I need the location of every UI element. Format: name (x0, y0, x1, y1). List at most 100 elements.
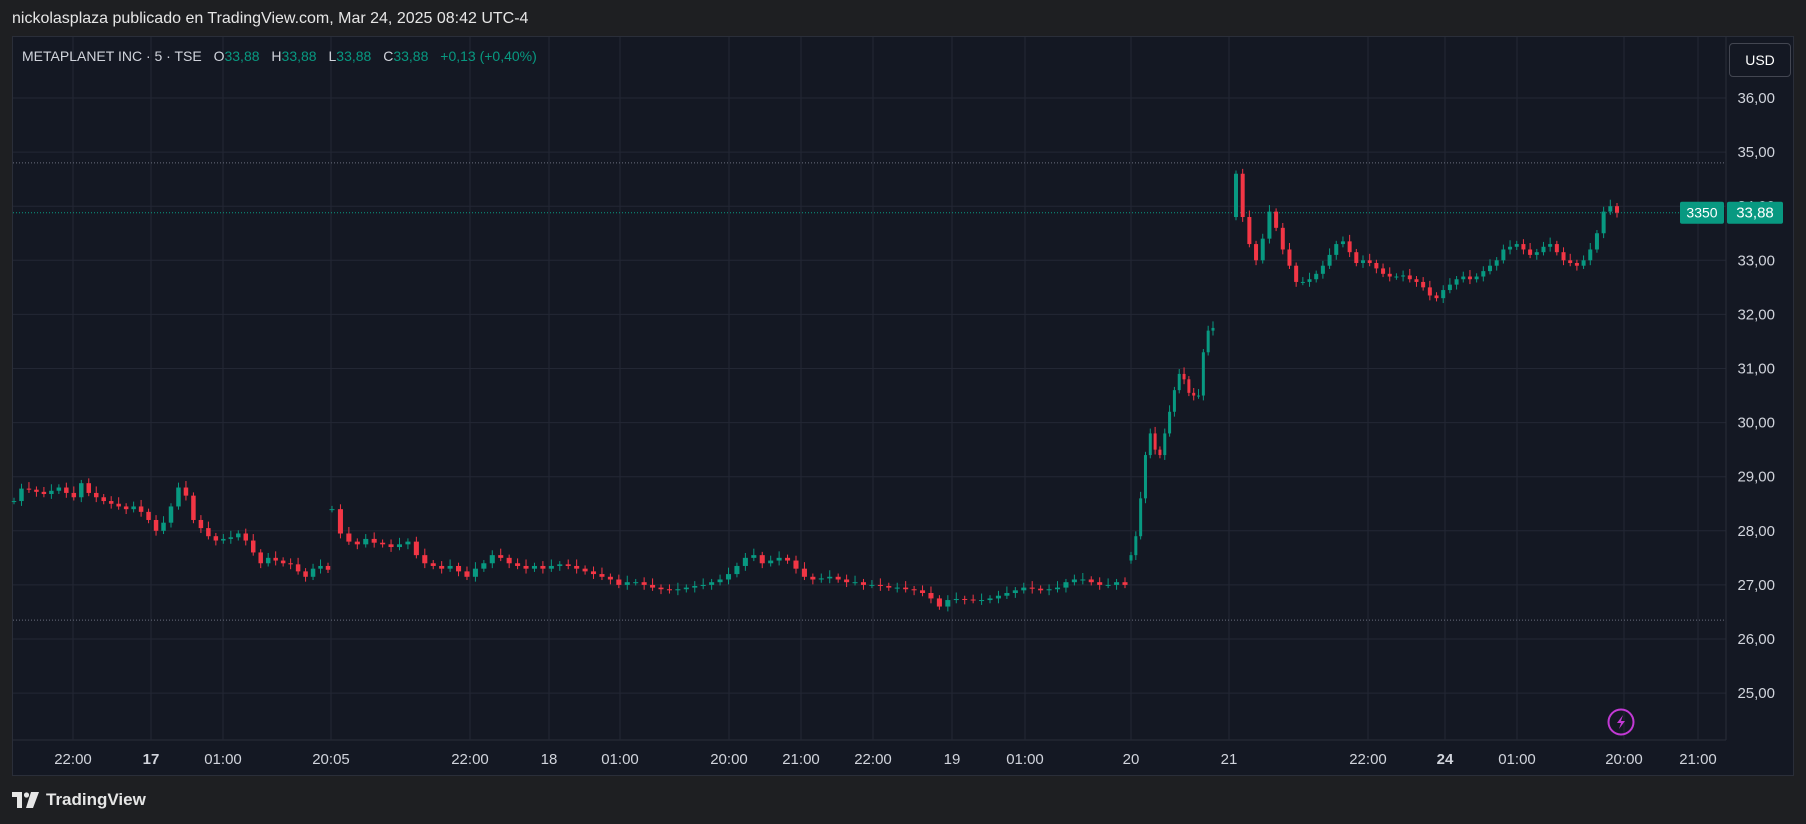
x-tick-label: 21:00 (782, 751, 820, 768)
y-tick-label: 32,00 (1737, 306, 1775, 323)
candle-body (183, 487, 189, 496)
y-tick-label: 26,00 (1737, 631, 1775, 648)
lightning-icon[interactable] (1607, 708, 1635, 736)
candle-body (877, 584, 883, 586)
candle-body (590, 571, 597, 575)
candle-body (928, 593, 934, 599)
candle-body (734, 565, 740, 575)
change-value: +0,13 (+0,40%) (440, 48, 537, 64)
candle-body (1148, 433, 1152, 456)
candle-body (1071, 579, 1077, 583)
candle-body (1487, 265, 1493, 272)
candle-body (472, 568, 478, 577)
x-tick-label: 24 (1437, 751, 1454, 768)
candle-body (1354, 252, 1359, 264)
candle-body (191, 495, 196, 520)
x-tick-label: 22:00 (854, 751, 892, 768)
x-tick-label: 22:00 (1349, 751, 1387, 768)
high-value: 33,88 (281, 48, 317, 64)
y-tick-label: 31,00 (1737, 361, 1775, 378)
candle-body (810, 576, 816, 580)
currency-button[interactable]: USD (1729, 43, 1791, 77)
candle-body (970, 599, 976, 601)
candle-body (1158, 449, 1162, 456)
candle-body (1172, 390, 1176, 412)
candle-body (565, 564, 571, 566)
candle-body (945, 600, 951, 607)
candle-body (1054, 587, 1061, 590)
candle-body (1347, 241, 1352, 253)
candle-body (1240, 173, 1245, 218)
candle-body (818, 578, 824, 580)
x-tick-label: 01:00 (1006, 751, 1044, 768)
time-axis: 22:00 17 01:00 20:05 22:00 18 01:00 20:00 21:00 2… (54, 751, 1717, 768)
candle-body (153, 519, 159, 531)
candle-body (1029, 587, 1035, 589)
candles (11, 168, 1620, 612)
candle-body (540, 565, 546, 569)
x-tick-label: 20:00 (1605, 751, 1643, 768)
x-tick-label: 18 (541, 751, 558, 768)
candle-body (464, 571, 470, 577)
candle-body (161, 522, 166, 531)
candle-body (1021, 587, 1027, 591)
candle-body (280, 560, 286, 564)
candle-body (1467, 276, 1472, 280)
candle-body (1307, 279, 1312, 282)
x-tick-label: 17 (143, 751, 160, 768)
x-tick-label: 01:00 (204, 751, 242, 768)
candle-body (920, 590, 926, 594)
x-tick-label: 22:00 (451, 751, 489, 768)
candle-body (1447, 284, 1452, 291)
candle-body (337, 509, 343, 534)
candle-body (1588, 249, 1593, 261)
candle-body (785, 557, 791, 561)
candle-body (430, 563, 436, 566)
candle-body (303, 571, 308, 577)
price-axis: 25,00 26,00 27,00 28,00 29,00 30,00 31,00 32,00… (1737, 90, 1775, 702)
candle-body (1260, 238, 1265, 261)
candle-body (776, 557, 782, 561)
candle-body (886, 585, 892, 588)
candle-body (413, 541, 419, 556)
candle-body (1287, 249, 1292, 266)
tradingview-logo-icon (12, 792, 39, 808)
candle-body (325, 565, 331, 570)
grid-lines (13, 37, 1727, 741)
y-tick-label: 28,00 (1737, 523, 1775, 540)
candle-body (616, 579, 622, 585)
symbol-name[interactable]: METAPLANET INC · 5 · TSE (22, 48, 202, 64)
close-label: C (383, 48, 394, 64)
candle-body (1434, 295, 1439, 299)
candle-body (768, 560, 774, 564)
candle-body (624, 582, 630, 585)
candle-body (206, 528, 211, 537)
candle-body (1063, 582, 1069, 588)
candle-body (1143, 455, 1147, 499)
candle-body (1153, 433, 1157, 450)
candle-body (1192, 392, 1196, 396)
candle-body (1233, 173, 1239, 218)
y-tick-label: 27,00 (1737, 577, 1775, 594)
candle-body (1561, 252, 1566, 261)
candle-body (228, 537, 234, 539)
candle-body (574, 565, 580, 569)
candle-body (557, 564, 563, 566)
candle-body (1274, 211, 1279, 228)
candle-body (498, 555, 504, 558)
candle-body (168, 506, 174, 523)
candle-body (852, 582, 858, 584)
candle-body (123, 506, 129, 510)
candle-body (1046, 589, 1052, 591)
candle-body (1139, 498, 1143, 537)
candle-body (1568, 260, 1573, 264)
chart-panel[interactable] (12, 36, 1794, 776)
candle-body (759, 555, 765, 564)
candle-body (1374, 263, 1379, 269)
candle-body (243, 533, 249, 541)
x-tick-label: 19 (944, 751, 961, 768)
candle-body (79, 483, 84, 498)
tradingview-brand[interactable]: TradingView (12, 790, 146, 810)
low-value: 33,88 (336, 48, 372, 64)
